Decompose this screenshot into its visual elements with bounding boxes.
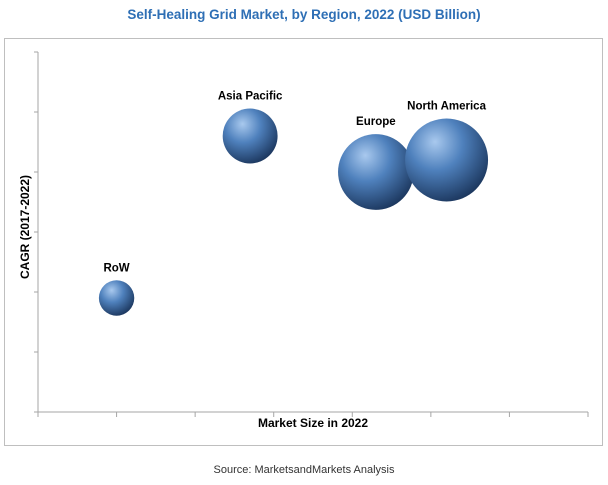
- bubble-label-asia-pacific: Asia Pacific: [218, 91, 283, 103]
- bubble-label-europe: Europe: [356, 116, 396, 128]
- bubble-asia-pacific: [222, 108, 278, 164]
- bubble-label-north-america: North America: [407, 101, 486, 113]
- bubble-row: [98, 280, 135, 316]
- chart-frame: [4, 38, 603, 446]
- bubble-europe: [338, 134, 414, 210]
- source-note: Source: MarketsandMarkets Analysis: [213, 464, 395, 476]
- y-axis-label: CAGR (2017-2022): [18, 175, 32, 279]
- x-axis-label: Market Size in 2022: [258, 416, 368, 430]
- bubble-label-row: RoW: [103, 262, 129, 274]
- chart-title: Self-Healing Grid Market, by Region, 202…: [127, 7, 481, 22]
- bubble-north-america: [405, 118, 489, 202]
